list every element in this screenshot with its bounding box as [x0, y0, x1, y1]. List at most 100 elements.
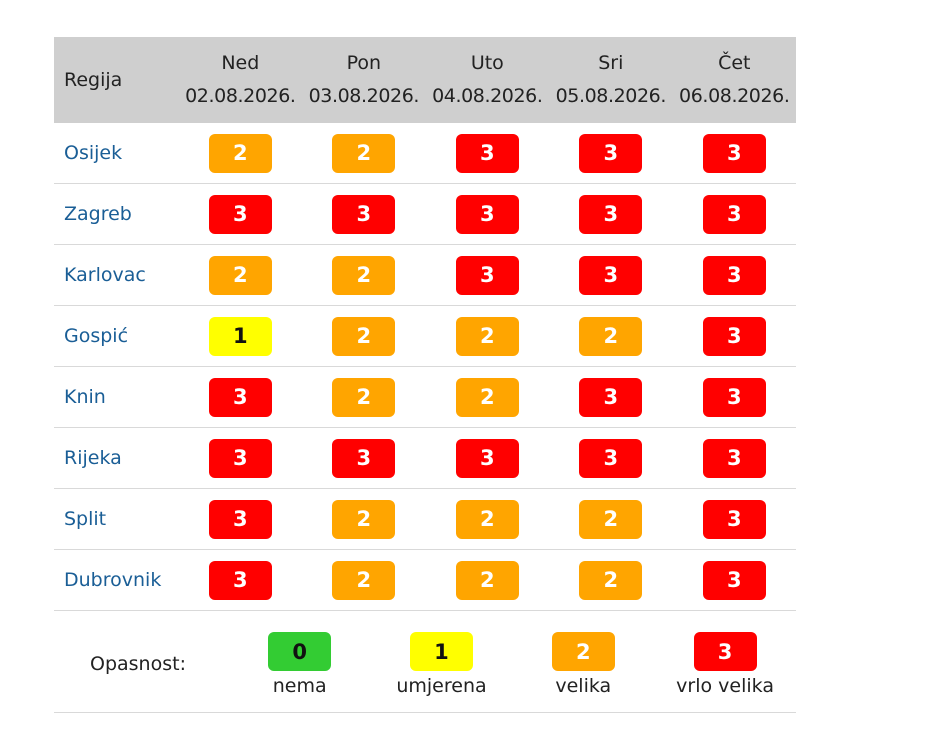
forecast-cell: 3 [673, 499, 796, 539]
danger-level-badge: 2 [455, 499, 519, 539]
legend-label: Opasnost: [90, 652, 186, 675]
table-row: Osijek 2 2 3 3 3 [54, 123, 796, 184]
danger-level-badge: 3 [579, 377, 643, 417]
forecast-cell: 2 [302, 499, 425, 539]
region-link[interactable]: Zagreb [64, 203, 132, 225]
day-column-header: Ned 02.08.2026. [179, 37, 302, 123]
danger-level-badge: 3 [455, 255, 519, 295]
danger-level-badge: 2 [332, 377, 396, 417]
legend-badge: 2 [551, 632, 615, 671]
legend-item-umjerena: 1 umjerena [371, 632, 513, 697]
danger-legend: Opasnost: 0 nema 1 umjerena 2 velika 3 v… [54, 611, 796, 713]
danger-level-badge: 2 [579, 499, 643, 539]
region-link[interactable]: Rijeka [64, 447, 122, 469]
danger-level-badge: 3 [702, 133, 766, 173]
danger-level-badge: 3 [702, 438, 766, 478]
danger-level-badge: 2 [208, 133, 272, 173]
danger-level-badge: 3 [455, 133, 519, 173]
forecast-cell: 2 [426, 499, 549, 539]
legend-badge: 0 [268, 632, 332, 671]
day-name: Sri [598, 52, 624, 74]
forecast-cell: 3 [673, 560, 796, 600]
table-row: Karlovac 2 2 3 3 3 [54, 245, 796, 306]
legend-text: umjerena [396, 675, 487, 697]
danger-level-badge: 3 [579, 194, 643, 234]
forecast-cell: 3 [179, 560, 302, 600]
region-link[interactable]: Karlovac [64, 264, 146, 286]
table-row: Split 3 2 2 2 3 [54, 489, 796, 550]
forecast-cell: 3 [549, 194, 672, 234]
danger-level-badge: 2 [332, 255, 396, 295]
danger-level-badge: 3 [208, 377, 272, 417]
legend-badge: 1 [409, 632, 473, 671]
day-column-header: Pon 03.08.2026. [302, 37, 425, 123]
forecast-cell: 3 [179, 377, 302, 417]
forecast-cell: 2 [302, 377, 425, 417]
table-row: Knin 3 2 2 3 3 [54, 367, 796, 428]
day-date: 03.08.2026. [308, 85, 420, 107]
day-column-header: Čet 06.08.2026. [673, 37, 796, 123]
danger-level-badge: 3 [579, 133, 643, 173]
region-link[interactable]: Gospić [64, 325, 129, 347]
table-row: Zagreb 3 3 3 3 3 [54, 184, 796, 245]
danger-level-badge: 3 [702, 377, 766, 417]
forecast-cell: 3 [673, 255, 796, 295]
danger-level-badge: 3 [579, 255, 643, 295]
danger-level-badge: 3 [702, 499, 766, 539]
danger-level-badge: 3 [208, 499, 272, 539]
danger-level-badge: 3 [455, 194, 519, 234]
forecast-cell: 3 [426, 194, 549, 234]
fire-danger-forecast-table: Regija Ned 02.08.2026. Pon 03.08.2026. U… [54, 37, 796, 713]
region-link[interactable]: Knin [64, 386, 106, 408]
forecast-cell: 3 [426, 438, 549, 478]
forecast-cell: 2 [302, 255, 425, 295]
danger-level-badge: 3 [702, 194, 766, 234]
danger-level-badge: 2 [455, 377, 519, 417]
danger-level-badge: 2 [579, 316, 643, 356]
danger-level-badge: 2 [455, 560, 519, 600]
danger-level-badge: 3 [579, 438, 643, 478]
forecast-cell: 3 [673, 377, 796, 417]
danger-level-badge: 3 [702, 316, 766, 356]
forecast-cell: 3 [179, 194, 302, 234]
region-column-header: Regija [64, 69, 123, 91]
forecast-cell: 1 [179, 316, 302, 356]
forecast-cell: 2 [549, 316, 672, 356]
table-row: Dubrovnik 3 2 2 2 3 [54, 550, 796, 611]
forecast-cell: 2 [549, 499, 672, 539]
forecast-cell: 2 [302, 133, 425, 173]
danger-level-badge: 3 [332, 438, 396, 478]
danger-level-badge: 2 [208, 255, 272, 295]
danger-level-badge: 3 [208, 194, 272, 234]
table-row: Gospić 1 2 2 2 3 [54, 306, 796, 367]
forecast-cell: 3 [426, 133, 549, 173]
region-link[interactable]: Dubrovnik [64, 569, 162, 591]
forecast-cell: 2 [426, 377, 549, 417]
danger-level-badge: 2 [332, 316, 396, 356]
danger-level-badge: 3 [455, 438, 519, 478]
legend-text: vrlo velika [676, 675, 774, 697]
forecast-cell: 2 [426, 316, 549, 356]
region-link[interactable]: Split [64, 508, 107, 530]
day-column-header: Sri 05.08.2026. [549, 37, 672, 123]
region-link[interactable]: Osijek [64, 142, 123, 164]
danger-level-badge: 2 [332, 499, 396, 539]
danger-level-badge: 1 [208, 316, 272, 356]
legend-text: nema [272, 675, 327, 697]
forecast-cell: 3 [673, 316, 796, 356]
legend-item-nema: 0 nema [229, 632, 371, 697]
legend-badge: 3 [693, 632, 757, 671]
day-column-header: Uto 04.08.2026. [426, 37, 549, 123]
legend-item-velika: 2 velika [512, 632, 654, 697]
forecast-cell: 3 [673, 438, 796, 478]
danger-level-badge: 2 [332, 133, 396, 173]
day-name: Pon [346, 52, 382, 74]
forecast-cell: 3 [549, 377, 672, 417]
forecast-cell: 3 [302, 194, 425, 234]
forecast-cell: 2 [426, 560, 549, 600]
forecast-cell: 2 [179, 255, 302, 295]
danger-level-badge: 3 [702, 560, 766, 600]
forecast-cell: 3 [549, 438, 672, 478]
danger-level-badge: 2 [332, 560, 396, 600]
forecast-cell: 3 [426, 255, 549, 295]
